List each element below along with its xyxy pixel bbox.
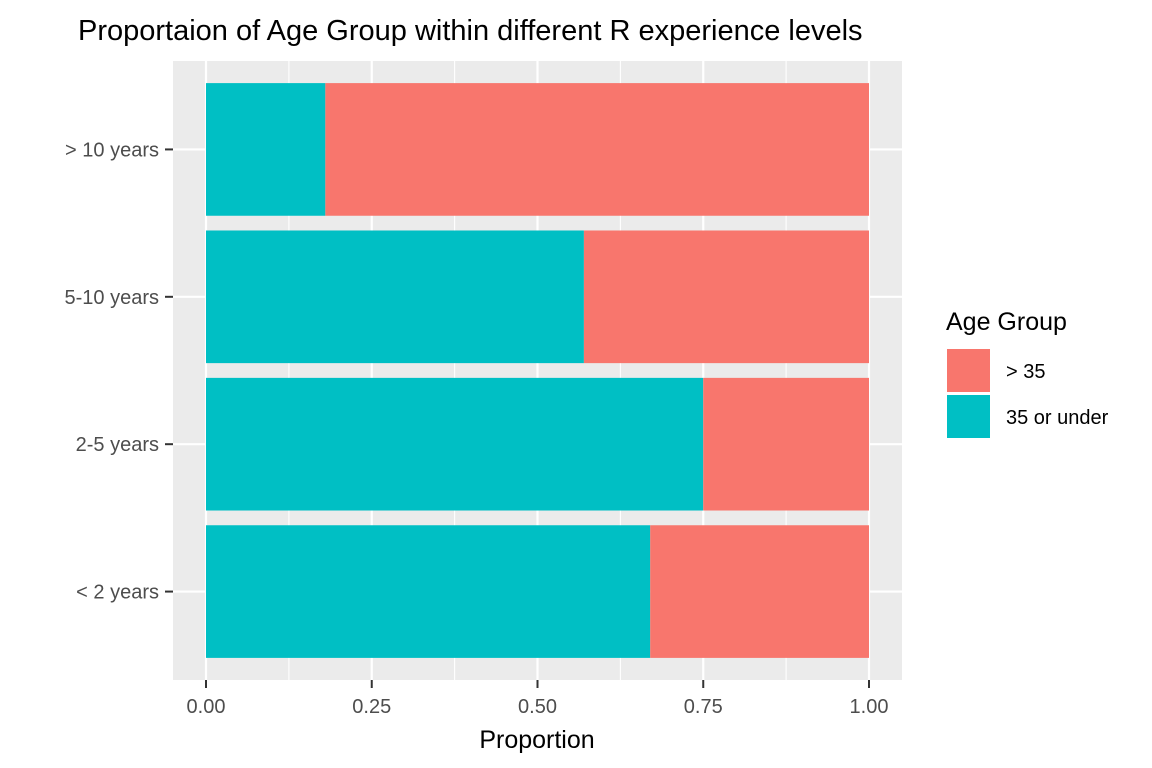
legend: Age Group > 35 35 or under (946, 308, 1109, 438)
legend-label: 35 or under (1006, 407, 1109, 429)
chart-title: Proportaion of Age Group within differen… (78, 15, 863, 47)
bar-segment (650, 525, 869, 658)
legend-swatch (947, 349, 990, 392)
x-axis: 0.00 0.25 0.50 0.75 1.00 (187, 680, 889, 718)
legend-swatch (947, 395, 990, 438)
x-tick-label: 1.00 (850, 696, 889, 718)
bar-segment (583, 230, 869, 364)
y-tick-label: < 2 years (76, 582, 159, 604)
bar-segment (703, 377, 869, 511)
legend-label: > 35 (1006, 361, 1045, 383)
bar-segment (206, 83, 326, 216)
bars (206, 83, 870, 658)
x-tick-label: 0.50 (518, 696, 557, 718)
y-tick-label: 2-5 years (76, 434, 159, 456)
bar-segment (206, 525, 651, 658)
bar-segment (325, 83, 870, 216)
y-tick-label: 5-10 years (65, 287, 160, 309)
y-axis: > 10 years 5-10 years 2-5 years < 2 years (65, 139, 173, 604)
bar-segment (206, 230, 584, 364)
y-tick-label: > 10 years (65, 139, 159, 161)
x-tick-label: 0.75 (684, 696, 723, 718)
x-tick-label: 0.00 (187, 696, 226, 718)
x-axis-title: Proportion (479, 726, 594, 754)
x-tick-label: 0.25 (352, 696, 391, 718)
bar-segment (206, 377, 704, 511)
legend-title: Age Group (946, 308, 1067, 336)
